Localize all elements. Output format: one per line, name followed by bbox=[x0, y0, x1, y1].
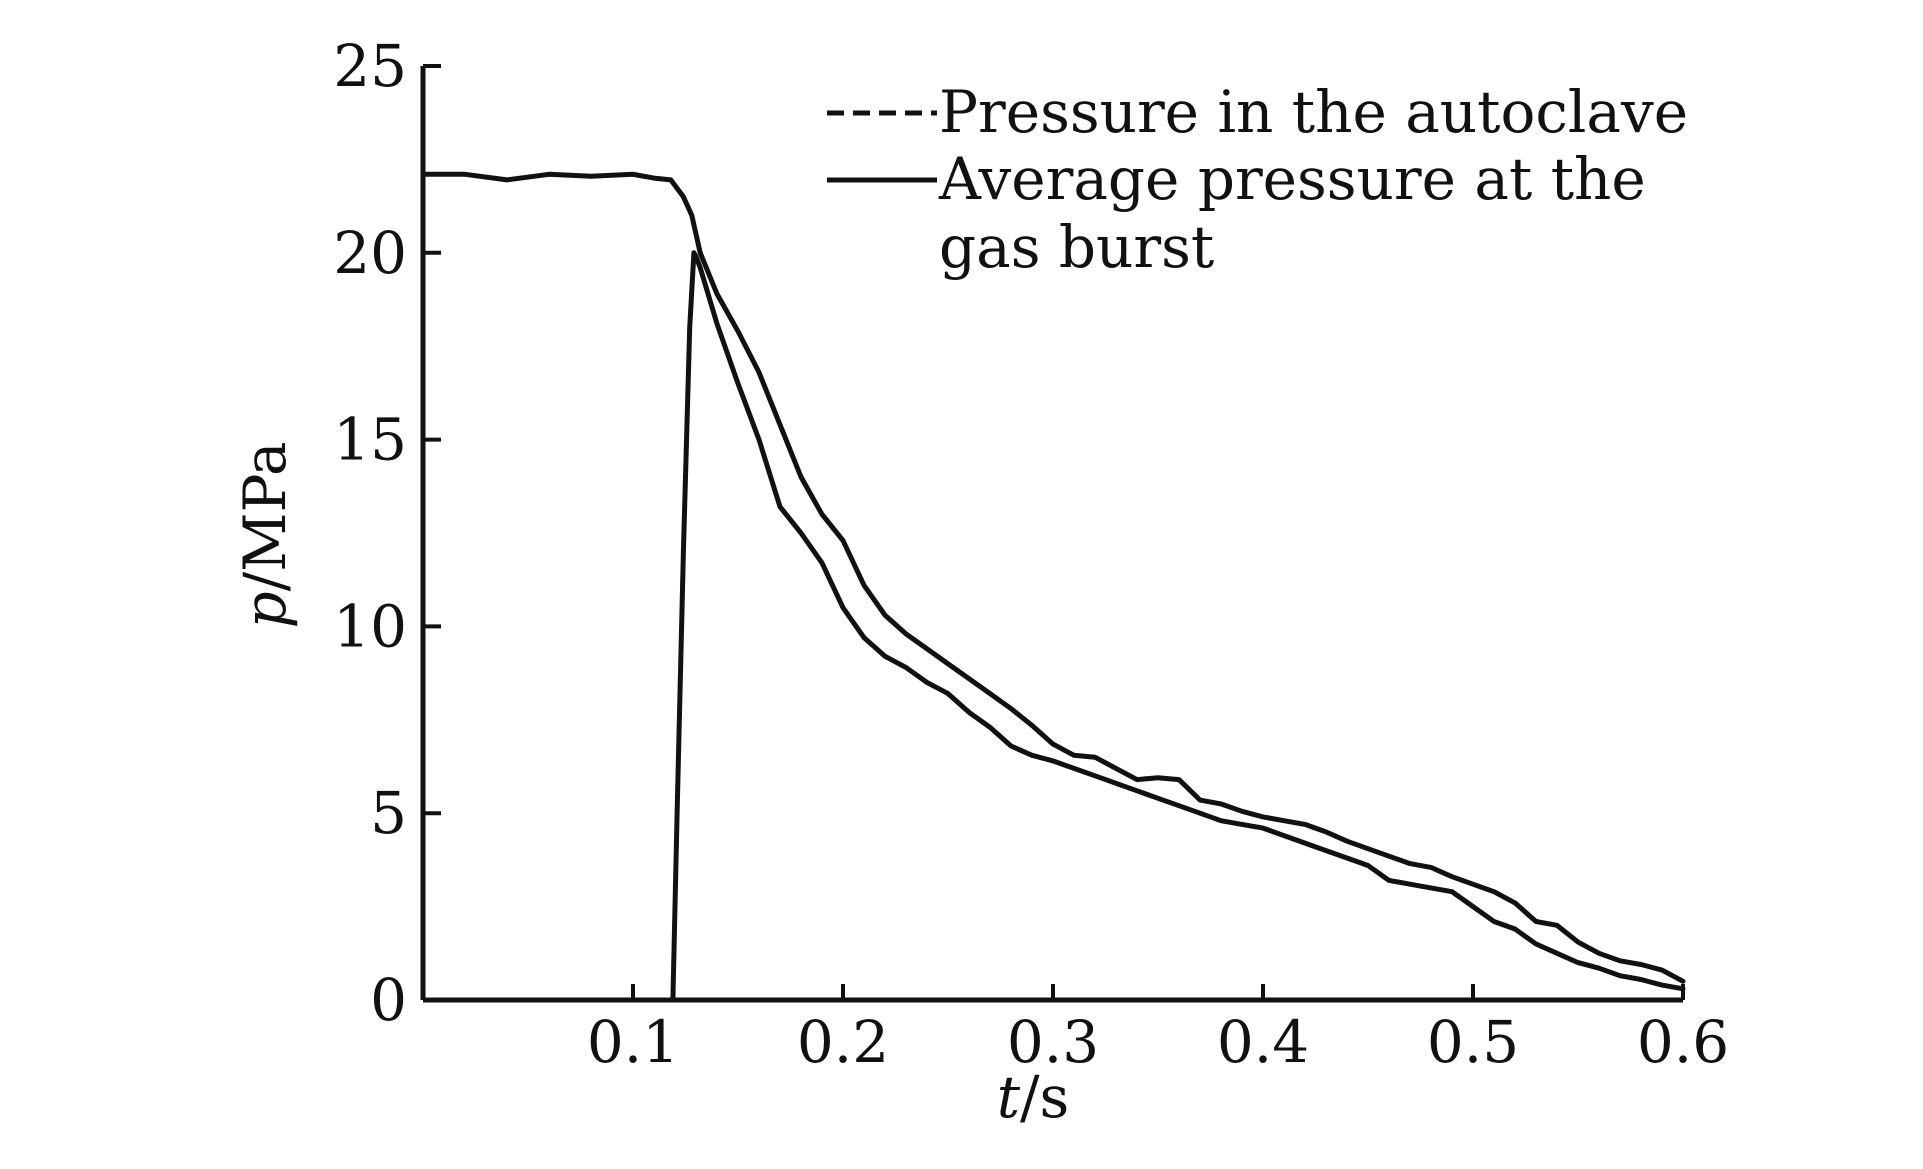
x-tick-label: 0.3 bbox=[1007, 1008, 1099, 1076]
legend-label-gas-burst-line1: Average pressure at the bbox=[938, 145, 1646, 213]
plot-series-layer bbox=[420, 171, 1686, 1003]
x-axis: 0.1 0.2 0.3 0.4 0.5 0.6 bbox=[423, 984, 1729, 1076]
y-tick-label: 20 bbox=[333, 219, 407, 287]
y-tick-label: 15 bbox=[333, 406, 407, 474]
y-tick-label: 10 bbox=[333, 592, 407, 660]
y-axis: 0 5 10 15 20 25 bbox=[333, 32, 441, 1034]
x-axis-title: t/s bbox=[997, 1063, 1070, 1131]
x-axis-variable: t bbox=[997, 1063, 1021, 1131]
y-axis-variable: p bbox=[231, 591, 299, 628]
x-axis-unit: /s bbox=[1020, 1063, 1069, 1131]
y-tick-label: 0 bbox=[370, 966, 407, 1034]
x-tick-label: 0.5 bbox=[1427, 1008, 1519, 1076]
legend-label-autoclave: Pressure in the autoclave bbox=[939, 78, 1688, 146]
legend-label-gas-burst: Average pressure at the gas burst bbox=[938, 145, 1646, 281]
y-tick-label: 5 bbox=[370, 779, 407, 847]
x-tick-label: 0.1 bbox=[587, 1008, 679, 1076]
y-axis-unit: /MPa bbox=[231, 441, 299, 591]
legend: Pressure in the autoclave Average pressu… bbox=[827, 78, 1688, 281]
series-line-gas-burst bbox=[670, 250, 1686, 1003]
series-line-autoclave bbox=[420, 171, 1686, 984]
x-tick-label: 0.6 bbox=[1637, 1008, 1729, 1076]
y-tick-label: 25 bbox=[333, 32, 407, 100]
x-tick-label: 0.4 bbox=[1217, 1008, 1309, 1076]
y-axis-title: p/MPa bbox=[231, 441, 299, 628]
legend-label-gas-burst-line2: gas burst bbox=[939, 213, 1214, 281]
x-tick-label: 0.2 bbox=[797, 1008, 889, 1076]
